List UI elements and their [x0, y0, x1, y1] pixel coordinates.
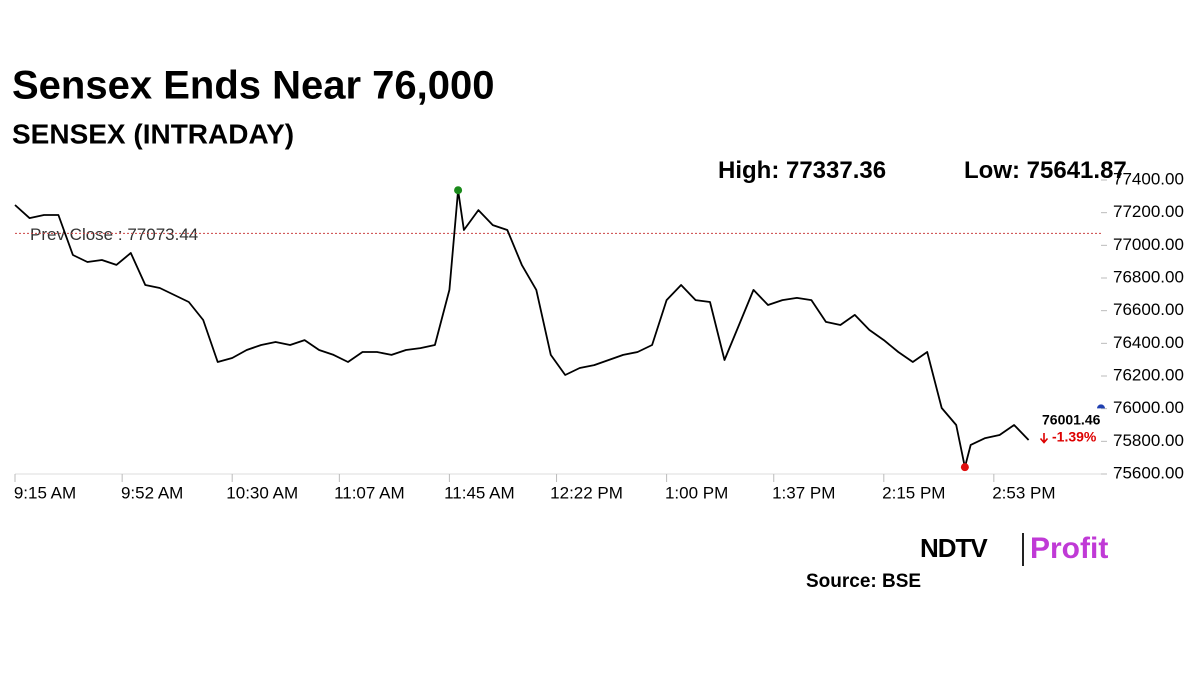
x-tick-label: 10:30 AM: [226, 483, 298, 502]
y-tick-label: 75800.00: [1113, 431, 1184, 450]
x-tick-label: 11:07 AM: [334, 483, 405, 502]
x-tick-label: 1:37 PM: [772, 483, 835, 502]
last-value: 76001.46: [1042, 412, 1101, 428]
last-marker: [1097, 404, 1105, 409]
chart-title: Sensex Ends Near 76,000: [12, 64, 495, 108]
y-tick-label: 76400.00: [1113, 333, 1184, 352]
low-value: 75641.87: [1027, 157, 1127, 184]
y-tick-label: 76800.00: [1113, 267, 1184, 286]
price-line: [14, 189, 1030, 469]
x-tick-label: 9:15 AM: [14, 483, 76, 502]
x-tick-label: 1:00 PM: [665, 483, 728, 502]
low-marker: [960, 463, 969, 472]
prev-close-value: 77073.44: [127, 225, 198, 244]
high-marker: [454, 186, 463, 195]
y-tick-label: 77000.00: [1113, 235, 1184, 254]
y-tick-label: 76600.00: [1113, 300, 1184, 319]
down-arrow: [1039, 433, 1049, 444]
logo-ndtv: NDTV: [920, 533, 988, 563]
y-tick-label: 76200.00: [1113, 365, 1184, 384]
chart-subtitle: SENSEX (INTRADAY): [12, 118, 294, 149]
prev-close-label: Prev Close : 77073.44: [30, 225, 198, 244]
y-tick-label: 76000.00: [1113, 398, 1184, 417]
x-tick-label: 2:15 PM: [882, 483, 945, 502]
y-tick-label: 77400.00: [1113, 169, 1184, 188]
source: Source: BSE: [806, 571, 921, 592]
x-tick-label: 2:53 PM: [992, 483, 1055, 502]
low-label: Low: 75641.87: [964, 157, 1127, 184]
high-value: 77337.36: [786, 157, 886, 184]
x-tick-label: 9:52 AM: [121, 483, 183, 502]
logo-profit: Profit: [1030, 532, 1108, 565]
x-tick-label: 12:22 PM: [550, 483, 623, 502]
high-label: High: 77337.36: [718, 157, 886, 184]
change-label: -1.39%: [1052, 429, 1097, 445]
y-tick-label: 77200.00: [1113, 202, 1184, 221]
y-tick-label: 75600.00: [1113, 463, 1184, 482]
x-tick-label: 11:45 AM: [444, 483, 515, 502]
